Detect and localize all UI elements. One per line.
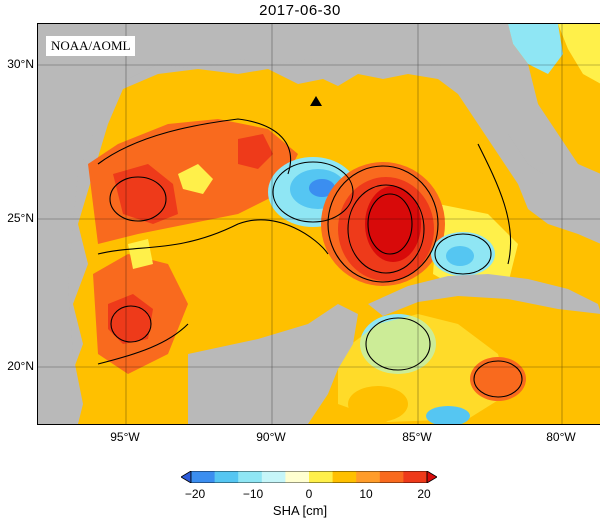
colorbar-tick: 10 [359, 487, 373, 501]
colorbar-min-arrow [180, 470, 192, 484]
colorbar-segment [403, 471, 428, 483]
station-marker [310, 96, 322, 106]
lat-label-30: 30°N [7, 57, 34, 71]
yucatan-land [188, 304, 358, 424]
colorbar-segment [332, 471, 357, 483]
colorbar-segment [214, 471, 239, 483]
lon-label-95: 95°W [110, 430, 140, 444]
colorbar-tick: −20 [184, 487, 206, 501]
colorbar [180, 470, 438, 484]
cuba-land [368, 274, 600, 316]
lat-label-25: 25°N [7, 211, 34, 225]
colorbar-tick: −10 [242, 487, 264, 501]
colorbar-segment [238, 471, 263, 483]
colorbar-segment [285, 471, 310, 483]
colorbar-segment [379, 471, 404, 483]
sea-height-map: NOAA/AOML [37, 23, 600, 425]
colorbar-tick: 0 [305, 487, 313, 501]
credit-label: NOAA/AOML [46, 36, 136, 56]
lon-label-90: 90°W [256, 430, 286, 444]
map-title: 2017-06-30 [259, 2, 341, 19]
colorbar-title: SHA [cm] [272, 503, 328, 518]
atlantic-cyan-patch [508, 24, 563, 74]
florida-land [478, 44, 558, 174]
lon-label-85: 85°W [402, 430, 432, 444]
colorbar-segment [261, 471, 286, 483]
lat-label-20: 20°N [7, 359, 34, 373]
colorbar-segment [191, 471, 216, 483]
colorbar-tick: 20 [417, 487, 431, 501]
colorbar-max-arrow [426, 470, 438, 484]
colorbar-segment [356, 471, 381, 483]
colorbar-segment [309, 471, 334, 483]
lon-label-80: 80°W [546, 430, 576, 444]
